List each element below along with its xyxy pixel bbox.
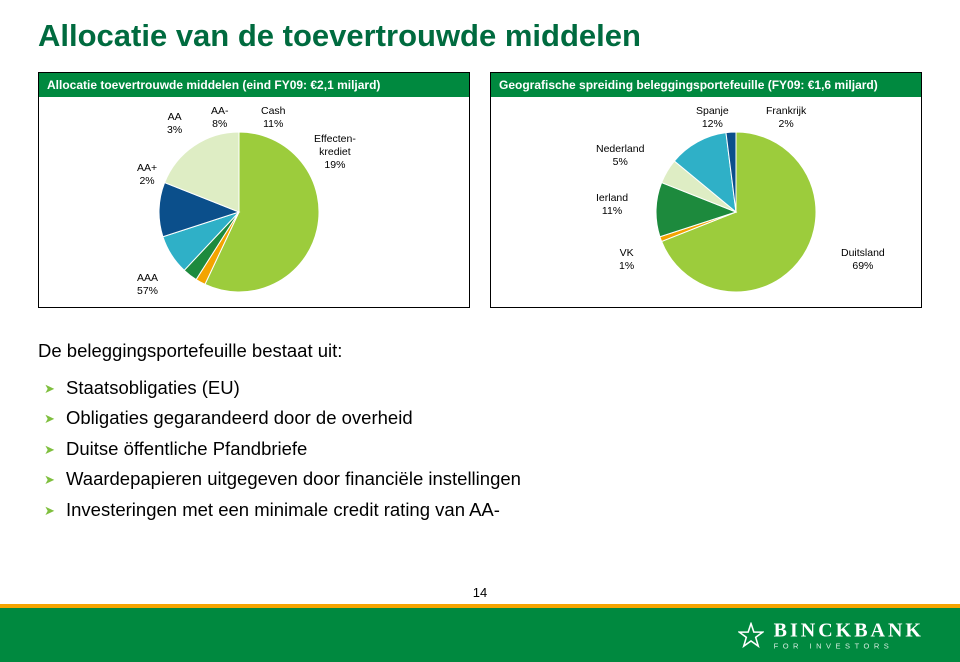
- brand-name: BINCKBANK: [774, 620, 924, 640]
- bullets-heading: De beleggingsportefeuille bestaat uit:: [38, 336, 922, 367]
- chart-allocation-body: AAA57% AA+2% AA3% AA-8% Cash11% Effecten-kred…: [39, 97, 469, 307]
- page-number: 14: [0, 585, 960, 600]
- page-title: Allocatie van de toevertrouwde middelen: [0, 0, 960, 54]
- bullets-list: Staatsobligaties (EU) Obligaties gegaran…: [38, 373, 922, 526]
- pie-label: Effecten-krediet19%: [314, 133, 356, 172]
- brand-subtitle: FOR INVESTORS: [774, 642, 924, 650]
- chart-geography: Geografische spreiding beleggingsportefe…: [490, 72, 922, 308]
- list-item: Investeringen met een minimale credit ra…: [38, 495, 922, 526]
- brand-logo: BINCKBANK FOR INVESTORS: [738, 620, 924, 650]
- chart-allocation: Allocatie toevertrouwde middelen (eind F…: [38, 72, 470, 308]
- chart-allocation-header: Allocatie toevertrouwde middelen (eind F…: [39, 73, 469, 97]
- list-item: Staatsobligaties (EU): [38, 373, 922, 404]
- charts-row: Allocatie toevertrouwde middelen (eind F…: [0, 54, 960, 308]
- pie-label: Cash11%: [261, 105, 286, 131]
- footer-bar: BINCKBANK FOR INVESTORS: [0, 608, 960, 662]
- pie-label: VK1%: [619, 247, 634, 273]
- star-icon: [738, 622, 764, 648]
- pie-label: Ierland11%: [596, 192, 628, 218]
- pie-label: AA+2%: [137, 162, 157, 188]
- chart-geography-header: Geografische spreiding beleggingsportefe…: [491, 73, 921, 97]
- list-item: Duitse öffentliche Pfandbriefe: [38, 434, 922, 465]
- pie-label: Spanje12%: [696, 105, 729, 131]
- pie-label: AAA57%: [137, 272, 158, 298]
- pie-label: Frankrijk2%: [766, 105, 806, 131]
- bullets-section: De beleggingsportefeuille bestaat uit: S…: [0, 308, 960, 525]
- pie-label: Duitsland69%: [841, 247, 885, 273]
- pie-label: AA3%: [167, 111, 182, 137]
- list-item: Obligaties gegarandeerd door de overheid: [38, 403, 922, 434]
- pie-label: Nederland5%: [596, 143, 644, 169]
- list-item: Waardepapieren uitgegeven door financiël…: [38, 464, 922, 495]
- pie-label: AA-8%: [211, 105, 229, 131]
- chart-geography-body: Duitsland69% VK1% Ierland11% Nederland5% Spa…: [491, 97, 921, 307]
